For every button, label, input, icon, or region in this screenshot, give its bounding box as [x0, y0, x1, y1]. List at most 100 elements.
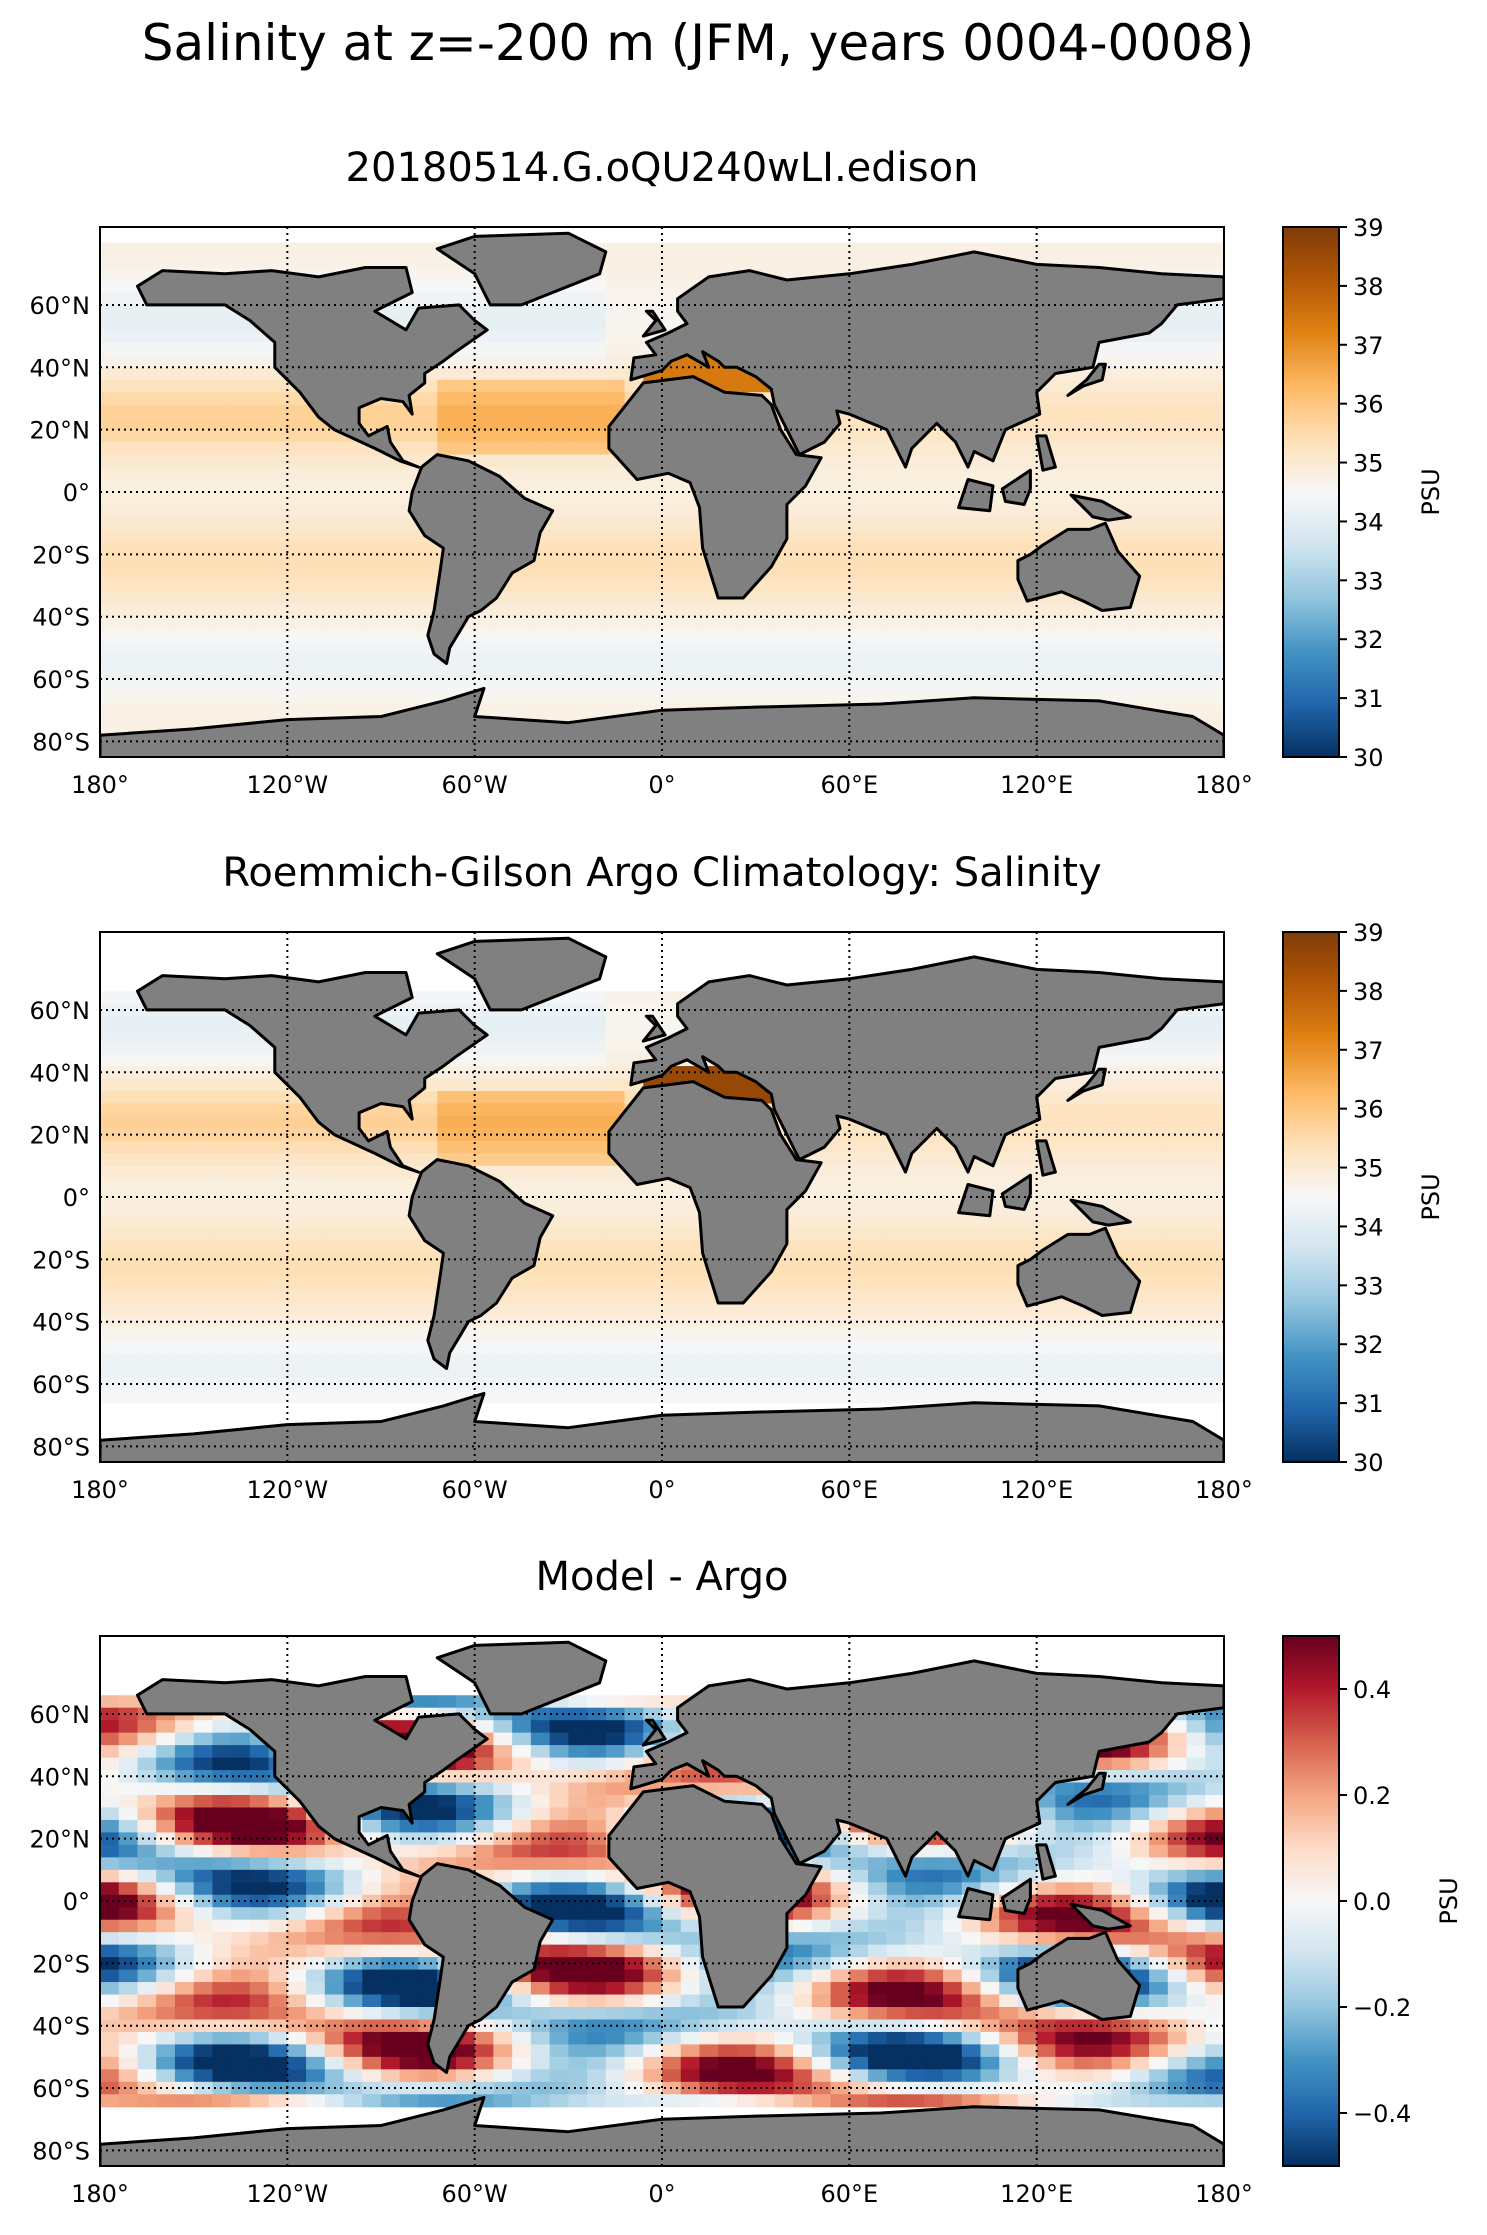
field-cell	[1055, 467, 1075, 481]
field-cell	[624, 1028, 644, 1042]
field-cell	[1130, 242, 1150, 256]
field-cell	[1167, 1115, 1188, 1130]
field-cell	[512, 1745, 532, 1759]
field-cell	[231, 342, 251, 356]
field-cell	[137, 1290, 157, 1304]
field-cell	[118, 304, 139, 319]
field-cell	[643, 554, 663, 568]
field-cell	[493, 629, 513, 643]
field-cell	[306, 1377, 326, 1391]
field-cell	[437, 1103, 457, 1117]
field-cell	[100, 616, 120, 630]
field-cell	[849, 604, 869, 618]
field-cell	[886, 516, 907, 531]
field-cell	[174, 479, 195, 493]
field-cell	[362, 1327, 382, 1342]
field-cell	[943, 1215, 963, 1229]
field-cell	[118, 716, 139, 730]
field-cell	[1111, 342, 1131, 356]
field-cell	[1149, 541, 1169, 555]
field-cell	[118, 1770, 139, 1784]
field-cell	[362, 492, 382, 506]
field-cell	[493, 429, 513, 443]
field-cell	[1205, 504, 1224, 518]
field-cell	[643, 1303, 663, 1317]
field-cell	[568, 604, 588, 618]
field-cell	[905, 1240, 925, 1254]
land-mass	[1069, 1198, 1132, 1227]
field-cell	[549, 1178, 569, 1192]
field-cell	[1205, 1115, 1224, 1130]
field-cell	[418, 566, 438, 580]
field-cell	[306, 679, 326, 693]
field-cell	[736, 666, 757, 680]
field-cell	[811, 579, 832, 593]
land-mass	[957, 1183, 995, 1218]
field-cell	[493, 1745, 513, 1759]
field-cell	[1149, 1757, 1169, 1771]
field-cell	[174, 255, 195, 269]
field-cell	[943, 479, 963, 493]
field-cell	[680, 1327, 701, 1342]
field-cell	[811, 492, 832, 506]
field-cell	[455, 1078, 476, 1092]
field-cell	[568, 516, 588, 531]
field-cell	[587, 1128, 607, 1142]
field-cell	[1186, 629, 1206, 643]
field-cell	[493, 379, 513, 393]
field-cell	[830, 579, 850, 593]
field-cell	[549, 679, 569, 693]
field-cell	[512, 379, 532, 393]
field-cell	[587, 1003, 607, 1017]
field-cell	[1205, 1253, 1224, 1267]
field-cell	[755, 691, 775, 705]
field-cell	[212, 1757, 232, 1771]
field-cell	[849, 654, 869, 668]
field-cell	[736, 1315, 757, 1329]
field-cell	[231, 1190, 251, 1204]
field-cell	[1167, 1091, 1188, 1105]
field-cell	[643, 541, 663, 555]
field-cell	[137, 1115, 157, 1130]
field-cell	[718, 242, 738, 256]
field-cell	[455, 629, 476, 643]
field-cell	[680, 641, 701, 655]
field-cell	[830, 654, 850, 668]
field-cell	[193, 1078, 213, 1092]
field-cell	[1205, 604, 1224, 618]
field-cell	[418, 654, 438, 668]
field-cell	[1092, 1365, 1113, 1379]
field-cell	[549, 1732, 569, 1746]
field-cell	[362, 1290, 382, 1304]
field-cell	[680, 1265, 701, 1279]
field-cell	[662, 541, 682, 555]
field-cell	[362, 616, 382, 630]
field-cell	[811, 1303, 832, 1317]
field-cell	[118, 354, 139, 368]
field-cell	[118, 1290, 139, 1304]
field-cell	[231, 691, 251, 705]
field-cell	[605, 541, 626, 555]
field-cell	[811, 654, 832, 668]
field-cell	[999, 1327, 1019, 1342]
field-cell	[1055, 379, 1075, 393]
field-cell	[381, 1165, 401, 1179]
field-cell	[568, 616, 588, 630]
field-cell	[137, 516, 157, 531]
field-cell	[212, 1178, 232, 1192]
field-cell	[568, 467, 588, 481]
field-cell	[193, 1745, 213, 1759]
field-cell	[137, 404, 157, 418]
field-cell	[1092, 616, 1113, 630]
field-cell	[1111, 1115, 1131, 1130]
field-cell	[455, 991, 476, 1005]
field-cell	[1167, 1327, 1188, 1342]
field-cell	[943, 579, 963, 593]
field-cell	[662, 1365, 682, 1379]
field-cell	[1074, 516, 1094, 531]
field-cell	[212, 1228, 232, 1242]
field-cell	[100, 1115, 120, 1130]
field-cell	[1205, 1215, 1224, 1229]
field-cell	[587, 1340, 607, 1354]
field-cell	[418, 1365, 438, 1379]
